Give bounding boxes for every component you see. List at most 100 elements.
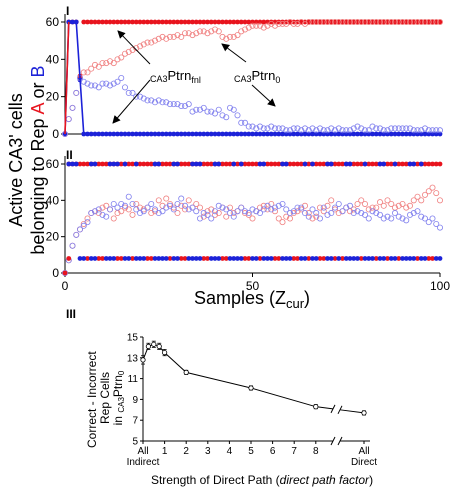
panel-ii-rep-B-initial-pattern-point: [343, 204, 350, 211]
panel-ii-rep-B-top-row-point: [257, 161, 263, 167]
panel-ii-rep-A-bottom-row-point: [100, 256, 105, 261]
panel-i-rep-B-initial-pattern-point: [159, 99, 166, 106]
panel-ii-rep-A-initial-pattern-point: [193, 200, 200, 207]
panel-i-rep-B-initial-pattern-point: [331, 127, 338, 134]
panel-i-rep-B-initial-pattern-point: [365, 127, 372, 134]
panel-ii-rep-A-initial-pattern-point: [260, 202, 267, 209]
panel-ii-rep-B-bottom-row-point: [310, 256, 315, 261]
panel-ii-rep-B-initial-pattern-point: [305, 213, 312, 220]
panel-ii-rep-B-top-row-point: [280, 161, 285, 167]
panel-iii-line-break: [330, 404, 336, 414]
panel-ii-rep-A-top-row-point: [178, 161, 184, 167]
panel-ii-rep-A-top-row-point: [205, 161, 210, 167]
panel-ii-rep-A-top-row-point: [351, 161, 357, 167]
panel-i-rep-B-initial-pattern-point: [294, 125, 301, 132]
panel-i-rep-B-final-pattern-point: [291, 131, 297, 137]
panel-ii-rep-B-top-row-point: [152, 161, 158, 167]
panel-i-rep-B-final-pattern-point: [220, 131, 225, 137]
panel-ii-rep-B-bottom-row-point: [171, 256, 177, 261]
panel-i-rep-B-initial-pattern-point: [185, 101, 192, 108]
panel-i-rep-A-initial-pattern-point: [107, 58, 114, 65]
panel-i-rep-B-final-pattern-point: [400, 131, 405, 137]
panel-i-rep-A-initial-pattern-point: [331, 18, 338, 25]
panel-i-rep-A-initial-pattern-point: [406, 18, 413, 25]
panel-ii-rep-B-bottom-row-point: [283, 256, 289, 261]
panel-ii-rep-A-bottom-row-point: [291, 256, 297, 261]
panel-ii-rep-B-initial-pattern-point: [241, 208, 248, 215]
panel-i-rep-A-initial-pattern-point: [369, 18, 376, 25]
panel-ii-x-tick-label: 50: [246, 279, 260, 293]
panel-i-rep-B-final-pattern-point: [388, 131, 394, 137]
annot-p0-label: CA3Ptrn0: [234, 68, 280, 85]
panel-ii-rep-B-initial-pattern-point: [320, 204, 327, 211]
panel-ii-rep-B-initial-pattern-point: [256, 210, 263, 217]
annot-fnl-sub: fnl: [191, 75, 201, 85]
panel-iii-x-tick-label-line: 5: [248, 446, 254, 457]
panel-i-rep-A-initial-pattern-point: [151, 37, 158, 44]
panel-ii-rep-B-initial-pattern-point: [421, 215, 428, 222]
panel-i-rep-A-initial-pattern-point: [92, 61, 99, 68]
panel-ii-rep-B-bottom-row-point: [370, 256, 375, 261]
panel-ii-rep-B-initial-pattern-point: [159, 208, 166, 215]
panel-ii-rep-B-initial-pattern-point: [279, 200, 286, 207]
panel-ii-rep-A-top-row-point: [242, 161, 248, 167]
panel-ii-rep-B-top-row-point: [392, 161, 398, 167]
rep-a-label: A: [28, 102, 48, 114]
panel-ii-rep-A-top-row-point: [422, 161, 428, 167]
panel-ii-rep-A-initial-pattern-point: [331, 206, 338, 213]
panel-ii-rep-A-top-row-point: [145, 161, 150, 167]
panel-ii-rep-A-top-row-point: [246, 161, 252, 167]
panel-ii-rep-B-bottom-row-point: [235, 256, 240, 261]
panel-ii-rep-B-bottom-row-point: [287, 256, 293, 261]
panel-i-rep-A-initial-pattern-point: [114, 56, 121, 63]
panel-ii-rep-A-top-row-point: [186, 161, 192, 167]
panel-i-rep-B-initial-pattern-point: [271, 125, 278, 132]
panel-i-rep-A-initial-pattern-point: [283, 20, 290, 27]
panel-i-rep-A-initial-pattern-point: [425, 18, 432, 25]
panel-i-rep-A-final-pattern-point: [231, 19, 237, 25]
panel-iii-point: [156, 343, 162, 349]
panel-ii-rep-A-initial-pattern-point: [429, 184, 436, 191]
panel-i-rep-A-final-pattern-point: [208, 19, 214, 25]
panel-ii-rep-A-initial-pattern-point: [140, 206, 147, 213]
panel-i-rep-A-initial-pattern-point: [271, 22, 278, 29]
panel-ii-rep-A-initial-pattern-point: [414, 193, 421, 200]
panel-i-rep-A-initial-pattern-point: [170, 33, 177, 40]
panel-i-rep-B-final-pattern-point: [163, 131, 169, 137]
panel-ii-rep-B-bottom-row-point: [328, 256, 334, 261]
panel-iii-ylabel-ca3: CA3: [117, 397, 126, 413]
panel-ii-rep-B-top-row-point: [411, 161, 417, 167]
panel-i-rep-A-initial-pattern-point: [324, 18, 331, 25]
panel-ii-rep-B-top-row-point: [328, 161, 334, 167]
panel-i-rep-B-initial-pattern-point: [279, 125, 286, 132]
panel-i-rep-B-final-pattern-point: [317, 131, 323, 137]
panel-ii-rep-B-initial-pattern-point: [230, 213, 237, 220]
panel-ii-rep-B-initial-pattern-point: [151, 206, 158, 213]
panel-ii-rep-B-bottom-row-point: [400, 256, 405, 261]
panel-ii-rep-B-bottom-row-point: [407, 256, 413, 261]
panel-iii-line-segment: [339, 409, 365, 414]
panel-i-rep-B-initial-pattern-point: [313, 127, 320, 134]
panel-ii-rep-A-initial-pattern-point: [376, 199, 383, 206]
panel-i-rep-B-final-pattern-point: [276, 131, 282, 137]
panel-ii-rep-B-initial-pattern-point: [354, 208, 361, 215]
panel-i-rep-A-initial-pattern-point: [316, 18, 323, 25]
panel-ii-rep-B-top-row-point: [197, 161, 203, 167]
panel-ii-rep-B-top-row-point: [377, 161, 383, 167]
panel-i-rep-A-final-pattern-point: [115, 19, 120, 25]
panel-i-rep-A-initial-pattern-point: [286, 18, 293, 25]
panel-iii-x-tick-label: 3: [205, 446, 211, 457]
panel-ii-rep-B-initial-pattern-point: [122, 202, 129, 209]
annot-p0-arrow-up: [221, 43, 247, 63]
panel-ii-rep-A-initial-pattern-point: [223, 213, 230, 220]
panel-iii-x-tick-label-line: 6: [270, 446, 276, 457]
panel-ii-rep-A-top-row-point: [118, 161, 124, 167]
panel-i-rep-A-initial-pattern-point: [403, 18, 410, 25]
panel-i-rep-B-initial-pattern-point: [234, 112, 241, 119]
panel-ii-rep-B-bottom-row-point: [325, 256, 330, 261]
panel-i-rep-B-initial-pattern-point: [200, 104, 207, 111]
panel-ii-rep-A-top-row-point: [313, 161, 319, 167]
panel-ii-rep-A-initial-pattern-point: [335, 210, 342, 217]
panel-iii-x-tick-label: 2: [183, 446, 189, 457]
